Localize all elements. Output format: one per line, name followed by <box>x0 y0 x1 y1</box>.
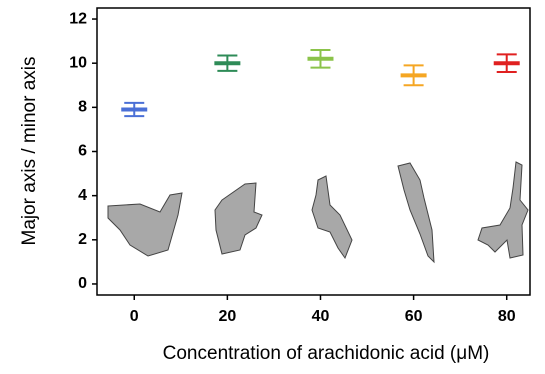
y-tick-label: 12 <box>69 10 87 27</box>
x-tick-label: 20 <box>218 308 236 325</box>
y-tick-label: 2 <box>78 231 87 248</box>
x-tick-label: 60 <box>405 308 423 325</box>
cell-image <box>312 176 352 258</box>
x-tick-label: 40 <box>312 308 330 325</box>
y-tick-label: 10 <box>69 54 87 71</box>
cell-image <box>108 193 182 256</box>
cell-image <box>398 163 434 262</box>
cell-image <box>215 183 262 254</box>
x-tick-label: 0 <box>130 308 139 325</box>
y-tick-label: 6 <box>78 143 87 160</box>
x-axis-label: Concentration of arachidonic acid (μM) <box>163 343 490 364</box>
y-tick-label: 4 <box>78 187 87 204</box>
y-tick-label: 0 <box>78 275 87 292</box>
y-axis-label: Major axis / minor axis <box>19 57 40 246</box>
x-tick-label: 80 <box>498 308 516 325</box>
cell-image <box>478 162 528 258</box>
cell-images <box>108 162 528 262</box>
chart: Major axis / minor axis Concentration of… <box>0 0 545 369</box>
y-tick-label: 8 <box>78 99 87 116</box>
